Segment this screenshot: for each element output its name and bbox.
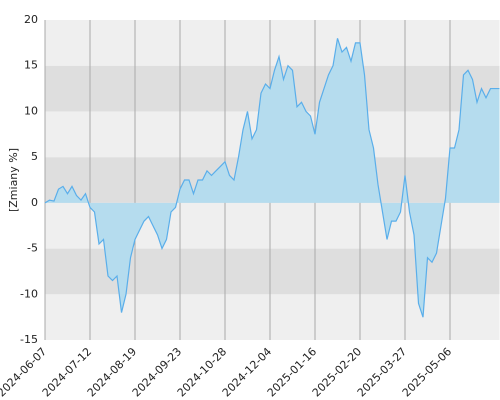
y-tick-label: -5	[27, 242, 38, 255]
y-tick-label: -15	[20, 333, 38, 346]
y-tick-label: 5	[31, 150, 38, 163]
y-tick-label: 15	[24, 59, 38, 72]
y-tick-label: 20	[24, 13, 38, 26]
y-tick-label: 0	[31, 196, 38, 209]
grid-band	[45, 294, 500, 340]
y-tick-label: 10	[24, 104, 38, 117]
grid-band	[45, 20, 500, 66]
area	[45, 38, 500, 318]
line	[44, 38, 500, 318]
y-tick-label: -10	[20, 287, 38, 300]
y-axis-label: [Zmiany %]	[7, 148, 20, 212]
